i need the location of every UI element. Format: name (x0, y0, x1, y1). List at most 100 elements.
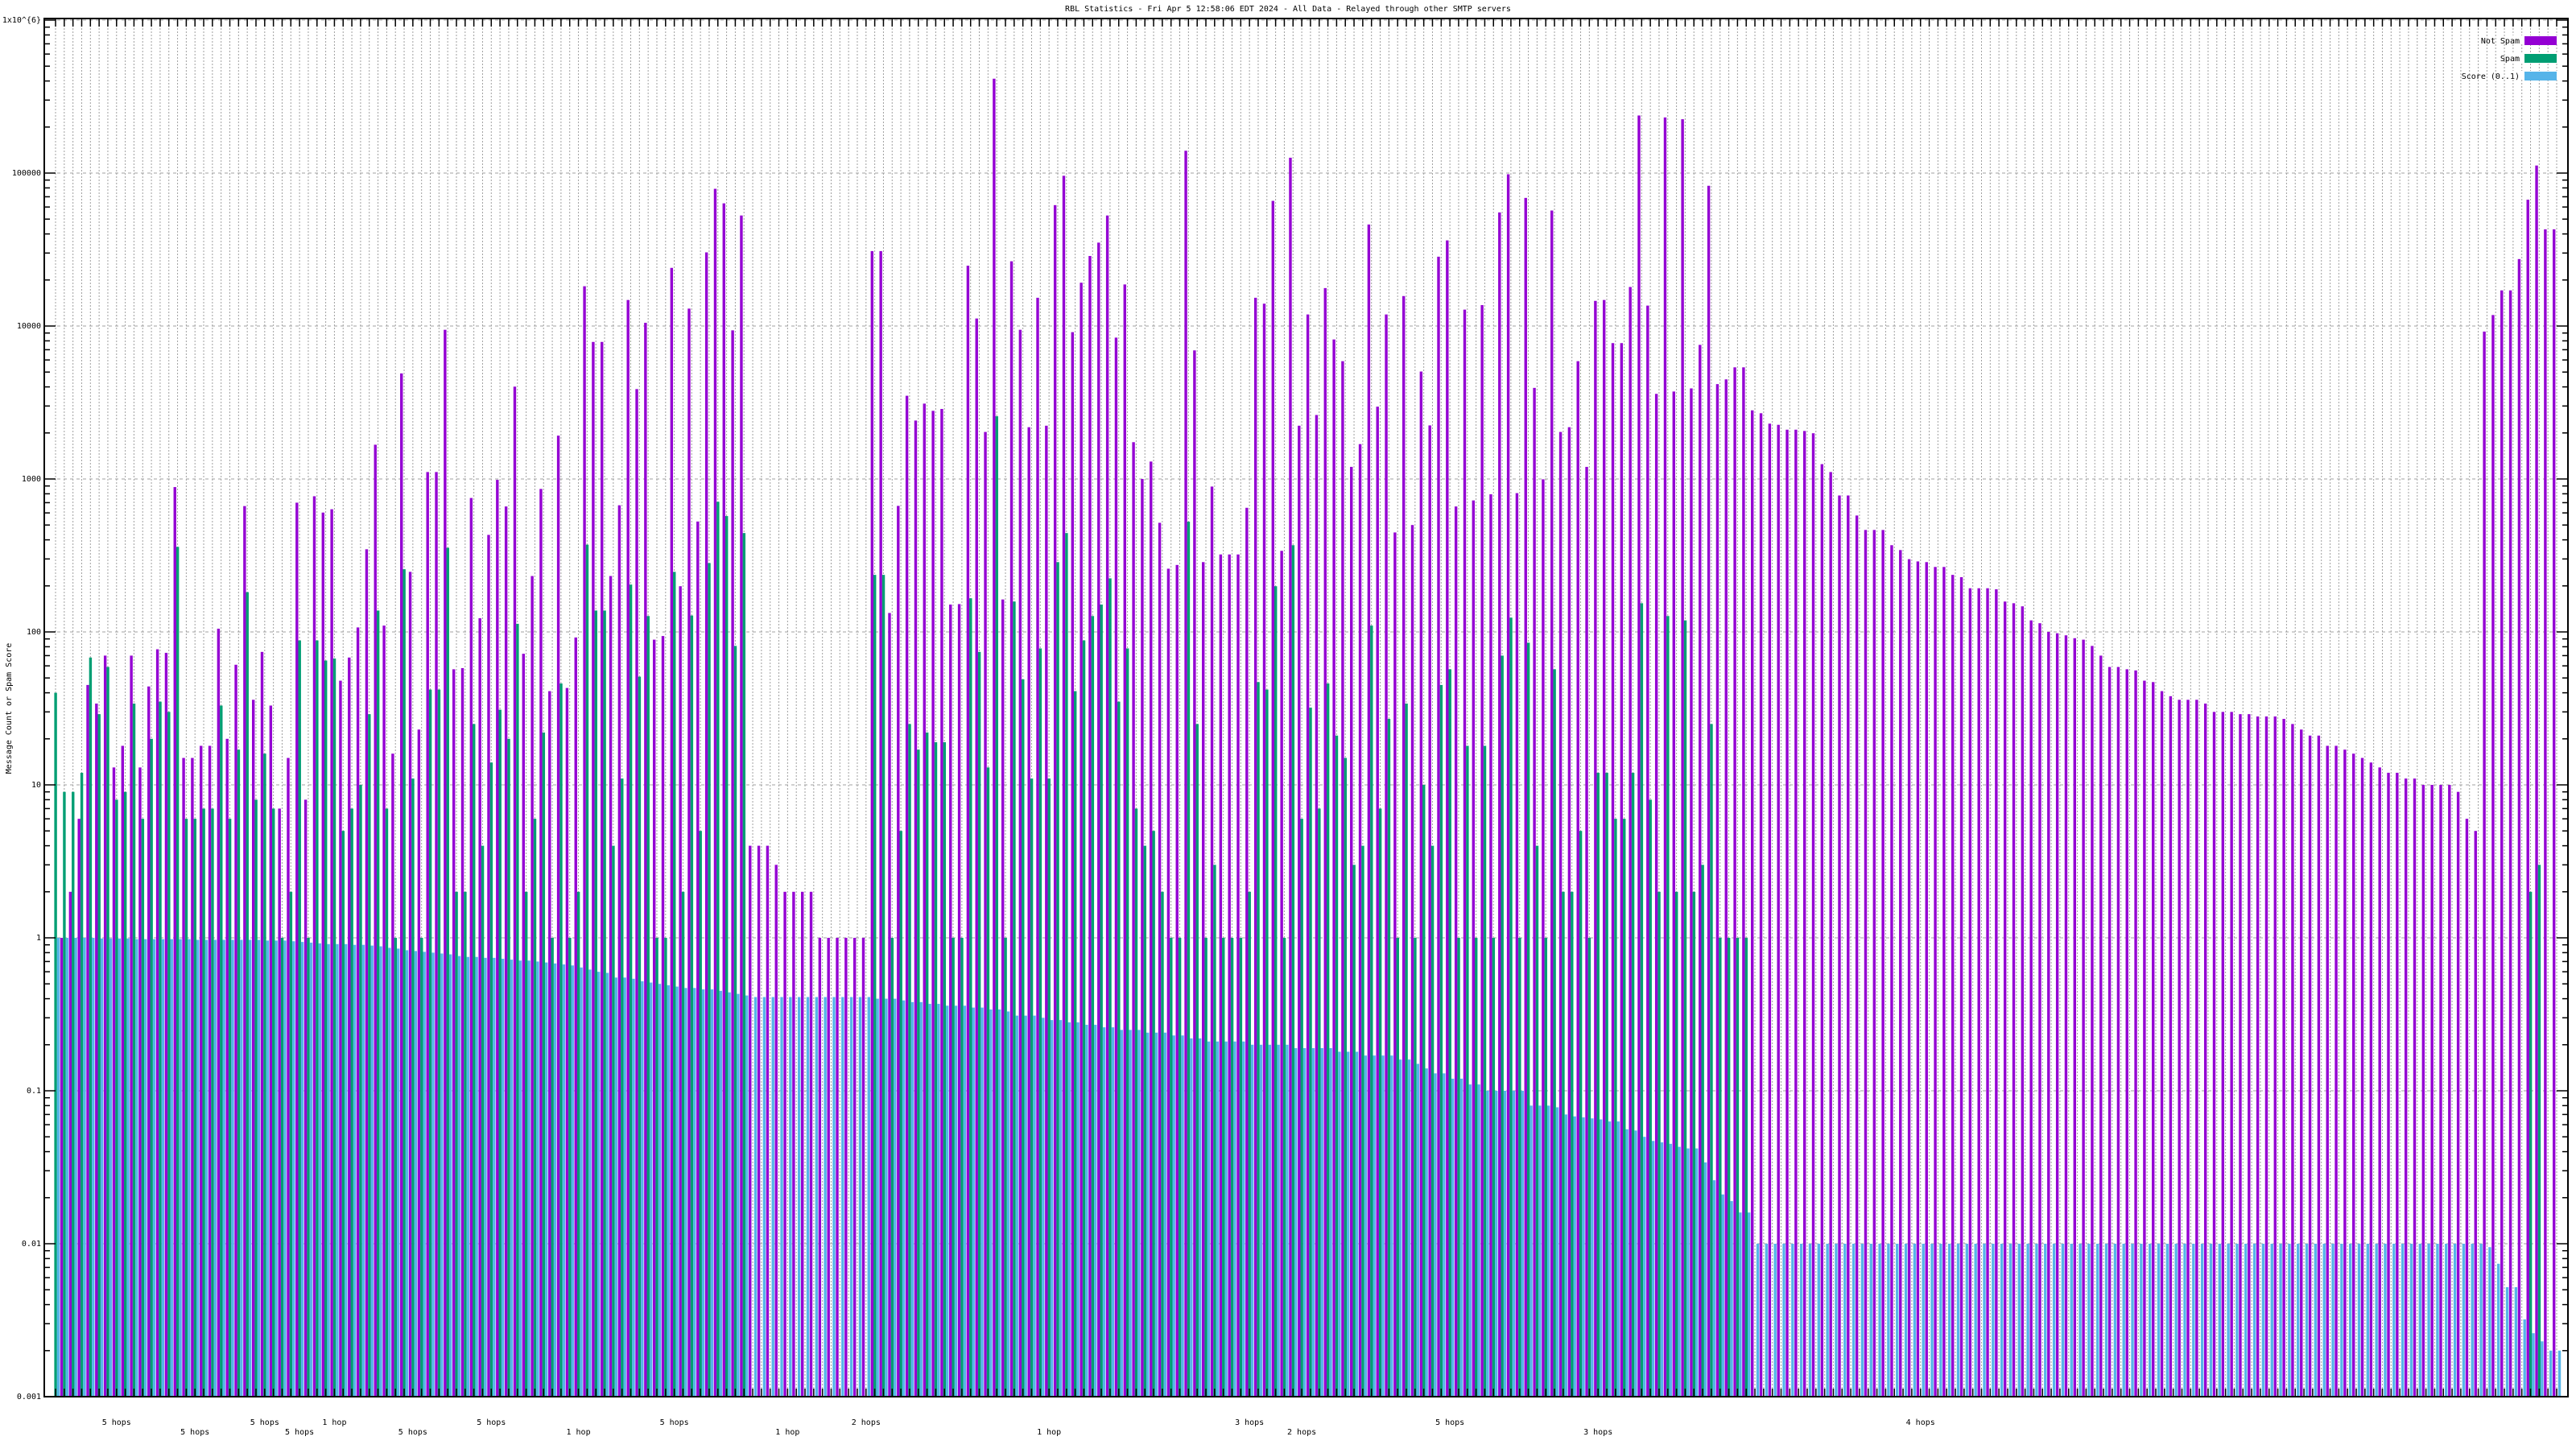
bar-score-0-1-156 (1407, 1059, 1411, 1397)
bar-not-spam-46 (444, 329, 447, 1397)
bar-score-0-1-266 (2366, 1244, 2370, 1397)
bar-spam-79 (733, 646, 737, 1397)
bar-not-spam-27 (278, 808, 281, 1397)
bar-spam-3 (72, 791, 75, 1397)
bar-score-0-1-38 (379, 946, 382, 1397)
bar-score-0-1-24 (257, 939, 261, 1397)
bar-not-spam-248 (2203, 704, 2207, 1397)
bar-not-spam-275 (2439, 785, 2442, 1397)
bar-not-spam-13 (155, 649, 159, 1397)
bar-score-0-1-163 (1468, 1084, 1472, 1397)
bar-not-spam-40 (391, 753, 394, 1397)
bar-spam-15 (175, 547, 180, 1397)
y-tick-label: 0.001 (17, 1393, 41, 1402)
bar-not-spam-82 (757, 845, 761, 1397)
bar-spam-33 (332, 658, 336, 1397)
bar-score-0-1-233 (2079, 1244, 2082, 1397)
bar-not-spam-75 (696, 521, 700, 1397)
bar-spam-51 (489, 762, 493, 1397)
bar-score-0-1-148 (1338, 1051, 1341, 1397)
bar-not-spam-9 (121, 745, 125, 1397)
bar-spam-170 (1526, 642, 1530, 1397)
bar-score-0-1-252 (2244, 1244, 2248, 1397)
bar-score-0-1-237 (2113, 1244, 2117, 1397)
bar-score-0-1-45 (440, 953, 444, 1397)
bar-not-spam-251 (2230, 712, 2233, 1397)
bar-score-0-1-202 (1808, 1244, 1812, 1397)
bar-score-0-1-57 (545, 962, 548, 1397)
bar-score-0-1-227 (2026, 1244, 2029, 1397)
bar-score-0-1-190 (1703, 1162, 1707, 1397)
bar-score-0-1-55 (527, 960, 530, 1397)
bar-score-0-1-181 (1625, 1129, 1629, 1397)
bar-spam-151 (1361, 845, 1364, 1397)
bar-spam-147 (1326, 683, 1330, 1397)
bar-score-0-1-261 (2322, 1244, 2326, 1397)
bar-score-0-1-43 (423, 952, 426, 1397)
bar-not-spam-185 (1654, 394, 1658, 1397)
bar-not-spam-190 (1699, 345, 1702, 1397)
bar-spam-167 (1501, 655, 1504, 1397)
bar-spam-46 (446, 547, 449, 1397)
bar-not-spam-239 (2125, 669, 2128, 1397)
y-tick-label: 10 (31, 781, 41, 790)
bar-score-0-1-248 (2209, 1244, 2213, 1397)
bar-score-0-1-187 (1678, 1146, 1681, 1397)
bar-not-spam-199 (1777, 424, 1780, 1397)
bar-score-0-1-207 (1852, 1244, 1856, 1397)
bar-spam-163 (1466, 745, 1469, 1397)
bar-spam-166 (1492, 938, 1496, 1397)
bar-not-spam-103 (940, 409, 943, 1397)
bar-score-0-1-236 (2104, 1244, 2108, 1397)
bar-score-0-1-153 (1381, 1055, 1385, 1397)
bar-score-0-1-69 (649, 982, 653, 1397)
bar-spam-25 (263, 753, 266, 1397)
bar-spam-11 (141, 819, 145, 1397)
bar-not-spam-125 (1132, 442, 1135, 1397)
bar-score-0-1-133 (1207, 1041, 1211, 1397)
bar-not-spam-88 (809, 891, 813, 1397)
bar-score-0-1-191 (1712, 1180, 1716, 1397)
bar-score-0-1-118 (1076, 1022, 1080, 1397)
bar-not-spam-55 (522, 654, 525, 1397)
bar-not-spam-164 (1472, 500, 1476, 1397)
bar-spam-157 (1414, 938, 1417, 1397)
bar-not-spam-106 (966, 266, 970, 1397)
bar-spam-30 (307, 938, 310, 1397)
bar-not-spam-32 (321, 512, 324, 1397)
bar-spam-9 (124, 791, 127, 1397)
bar-not-spam-59 (556, 436, 560, 1397)
bar-score-0-1-160 (1443, 1073, 1446, 1397)
bar-not-spam-255 (2264, 716, 2268, 1397)
bar-score-0-1-223 (1992, 1244, 1995, 1397)
bar-not-spam-44 (426, 472, 429, 1397)
bar-not-spam-63 (592, 341, 595, 1397)
bar-spam-76 (708, 563, 711, 1397)
bar-score-0-1-130 (1181, 1035, 1184, 1397)
bar-score-0-1-46 (448, 954, 452, 1397)
bar-spam-37 (368, 714, 371, 1397)
bar-score-0-1-104 (954, 1005, 958, 1397)
bar-not-spam-156 (1402, 295, 1406, 1397)
bar-spam-164 (1475, 938, 1478, 1397)
bar-not-spam-54 (513, 386, 517, 1397)
bar-score-0-1-95 (876, 998, 879, 1397)
bar-not-spam-249 (2212, 712, 2216, 1397)
bar-not-spam-111 (1009, 261, 1013, 1397)
bar-not-spam-225 (2003, 601, 2007, 1397)
bar-not-spam-62 (583, 286, 586, 1397)
bar-score-0-1-85 (789, 997, 792, 1397)
bar-spam-139 (1257, 682, 1260, 1397)
bar-score-0-1-254 (2261, 1244, 2265, 1397)
bar-not-spam-210 (1872, 530, 1876, 1397)
bar-spam-133 (1204, 938, 1208, 1397)
bar-score-0-1-234 (2087, 1244, 2091, 1397)
bar-not-spam-233 (2073, 638, 2076, 1397)
y-tick-label: 0.1 (27, 1087, 41, 1096)
bar-not-spam-268 (2378, 767, 2381, 1397)
bar-score-0-1-47 (457, 956, 461, 1397)
bar-not-spam-14 (164, 652, 168, 1397)
bar-spam-47 (455, 891, 458, 1397)
bar-not-spam-201 (1794, 429, 1798, 1397)
bar-not-spam-93 (852, 938, 857, 1397)
